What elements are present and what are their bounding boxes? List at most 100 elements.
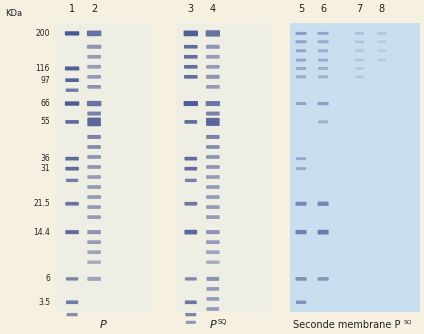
FancyBboxPatch shape (377, 49, 386, 52)
FancyBboxPatch shape (296, 202, 307, 206)
FancyBboxPatch shape (87, 145, 101, 149)
FancyBboxPatch shape (87, 65, 101, 68)
FancyBboxPatch shape (184, 65, 198, 68)
Text: 116: 116 (36, 64, 50, 73)
FancyBboxPatch shape (66, 277, 78, 281)
FancyBboxPatch shape (206, 155, 220, 159)
FancyBboxPatch shape (296, 230, 307, 234)
FancyBboxPatch shape (206, 215, 220, 219)
FancyBboxPatch shape (65, 102, 79, 106)
FancyBboxPatch shape (318, 32, 329, 35)
FancyBboxPatch shape (206, 230, 220, 234)
FancyBboxPatch shape (67, 313, 78, 316)
FancyBboxPatch shape (206, 205, 220, 209)
FancyBboxPatch shape (296, 59, 306, 61)
FancyBboxPatch shape (206, 165, 220, 169)
FancyBboxPatch shape (87, 118, 101, 126)
FancyBboxPatch shape (87, 277, 101, 281)
Text: 6: 6 (45, 275, 50, 283)
FancyBboxPatch shape (65, 66, 79, 70)
FancyBboxPatch shape (87, 175, 101, 179)
Text: 4: 4 (210, 4, 216, 14)
FancyBboxPatch shape (206, 250, 220, 254)
FancyBboxPatch shape (87, 155, 101, 159)
Text: 8: 8 (379, 4, 385, 14)
FancyBboxPatch shape (206, 195, 220, 199)
Text: 2: 2 (91, 4, 97, 14)
FancyBboxPatch shape (355, 75, 364, 78)
FancyBboxPatch shape (87, 85, 101, 89)
FancyBboxPatch shape (206, 175, 220, 179)
Text: 5: 5 (298, 4, 304, 14)
Text: 7: 7 (357, 4, 363, 14)
FancyBboxPatch shape (318, 40, 329, 43)
FancyBboxPatch shape (184, 230, 197, 234)
FancyBboxPatch shape (87, 55, 101, 59)
Text: 14.4: 14.4 (33, 228, 50, 236)
FancyBboxPatch shape (296, 301, 306, 304)
FancyBboxPatch shape (206, 45, 220, 49)
FancyBboxPatch shape (318, 230, 329, 234)
FancyBboxPatch shape (184, 55, 198, 59)
Text: P: P (209, 320, 216, 330)
FancyBboxPatch shape (206, 112, 220, 116)
FancyBboxPatch shape (377, 59, 386, 61)
Text: 3: 3 (188, 4, 194, 14)
Text: 21.5: 21.5 (33, 199, 50, 208)
FancyBboxPatch shape (66, 179, 78, 182)
FancyBboxPatch shape (184, 167, 197, 170)
Text: 36: 36 (40, 154, 50, 163)
FancyBboxPatch shape (206, 287, 219, 291)
FancyBboxPatch shape (184, 101, 198, 106)
FancyBboxPatch shape (355, 67, 364, 70)
FancyBboxPatch shape (206, 65, 220, 68)
FancyBboxPatch shape (355, 49, 364, 52)
FancyBboxPatch shape (296, 157, 306, 160)
FancyBboxPatch shape (65, 157, 79, 160)
Text: 1: 1 (69, 4, 75, 14)
Text: 31: 31 (40, 164, 50, 173)
Text: 66: 66 (40, 99, 50, 108)
FancyBboxPatch shape (87, 240, 101, 244)
FancyBboxPatch shape (87, 30, 101, 36)
FancyBboxPatch shape (355, 40, 364, 43)
FancyBboxPatch shape (296, 49, 306, 52)
FancyBboxPatch shape (206, 55, 220, 59)
FancyBboxPatch shape (206, 261, 220, 264)
Text: 6: 6 (320, 4, 326, 14)
FancyBboxPatch shape (66, 89, 78, 92)
Text: KDa: KDa (5, 9, 22, 18)
FancyBboxPatch shape (87, 185, 101, 189)
FancyBboxPatch shape (318, 75, 328, 78)
FancyBboxPatch shape (377, 32, 386, 35)
FancyBboxPatch shape (87, 75, 101, 78)
FancyBboxPatch shape (185, 277, 197, 281)
FancyBboxPatch shape (318, 277, 329, 281)
FancyBboxPatch shape (87, 45, 101, 49)
Text: 97: 97 (40, 76, 50, 85)
FancyBboxPatch shape (184, 120, 197, 124)
FancyBboxPatch shape (185, 179, 197, 182)
FancyBboxPatch shape (206, 101, 220, 106)
FancyBboxPatch shape (355, 32, 364, 35)
FancyBboxPatch shape (206, 277, 219, 281)
Bar (290, 23, 420, 312)
FancyBboxPatch shape (296, 167, 306, 170)
Bar (55, 23, 151, 312)
FancyBboxPatch shape (318, 49, 328, 52)
FancyBboxPatch shape (296, 32, 307, 35)
FancyBboxPatch shape (206, 145, 220, 149)
FancyBboxPatch shape (377, 40, 386, 43)
Text: P: P (99, 320, 106, 330)
FancyBboxPatch shape (206, 30, 220, 36)
FancyBboxPatch shape (184, 157, 197, 160)
Bar (176, 23, 271, 312)
FancyBboxPatch shape (87, 205, 101, 209)
FancyBboxPatch shape (318, 102, 329, 105)
FancyBboxPatch shape (184, 45, 198, 48)
FancyBboxPatch shape (206, 297, 219, 301)
FancyBboxPatch shape (206, 75, 220, 79)
FancyBboxPatch shape (296, 40, 307, 43)
FancyBboxPatch shape (87, 250, 101, 254)
FancyBboxPatch shape (184, 75, 198, 78)
